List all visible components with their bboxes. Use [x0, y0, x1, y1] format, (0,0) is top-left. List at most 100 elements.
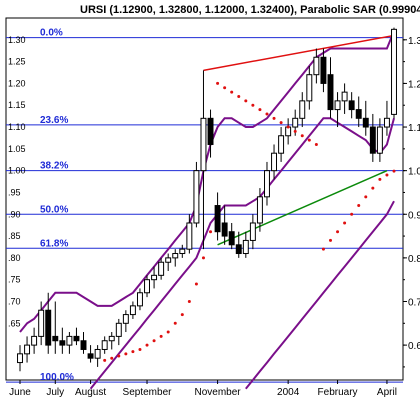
sar-dot: [194, 282, 198, 286]
candle-layer: [17, 27, 397, 372]
sar-dot: [258, 108, 262, 112]
sar-dot: [230, 90, 234, 94]
candle-body: [66, 335, 73, 346]
fib-level-label: 61.8%: [40, 238, 68, 249]
candle-body: [186, 222, 193, 250]
sar-dot: [124, 352, 128, 356]
candle-body: [264, 170, 270, 198]
left-tick-label: 1.10: [8, 122, 26, 132]
fib-level-label: 100.0%: [40, 372, 74, 383]
candle-body: [292, 117, 299, 128]
x-tick-label: November: [195, 387, 242, 398]
candle-body: [17, 353, 23, 364]
candle-body: [235, 244, 242, 255]
x-tick-label: February: [318, 387, 358, 398]
axis-layer: .65 .70 .75 .80 .85 .90 .95 1.00 1.05 1.10 1.15 1.2…: [8, 35, 420, 398]
left-tick-label: .65: [8, 318, 21, 328]
candle-body: [362, 117, 369, 128]
sar-dot: [350, 212, 354, 216]
y-tick-label: 1.2: [408, 79, 420, 90]
candle-body: [172, 253, 179, 259]
sar-dot: [321, 247, 325, 251]
left-tick-label: .95: [8, 187, 21, 197]
plot-frame: [5, 17, 404, 381]
x-tick-label: April: [377, 387, 397, 398]
sar-dot: [251, 103, 255, 107]
sar-dot: [237, 95, 241, 99]
candle-body: [122, 314, 129, 324]
left-tick-label: 1.25: [8, 57, 26, 67]
candle-body: [341, 91, 348, 102]
x-tick-label: July: [46, 387, 64, 398]
x-tick-label: August: [75, 387, 106, 398]
candle-body: [256, 196, 263, 224]
sar-dot: [223, 86, 227, 90]
sar-dot: [364, 195, 368, 199]
candle-body: [376, 126, 383, 154]
y-tick-label: 0.9: [408, 210, 420, 221]
candle-body: [38, 309, 45, 337]
sar-dot: [166, 330, 170, 334]
candle-body: [151, 274, 158, 281]
candle-body: [228, 231, 235, 246]
candle-body: [334, 100, 341, 111]
fib-level-label: 50.0%: [40, 204, 68, 215]
sar-dot: [392, 169, 396, 173]
sar-dot: [343, 221, 347, 225]
sar-dot: [328, 238, 332, 242]
candle-body: [87, 353, 94, 359]
sar-dot: [216, 81, 220, 85]
candle-body: [158, 261, 165, 276]
candle-body: [101, 340, 108, 350]
trendline-red: [203, 34, 395, 72]
candle-body: [80, 340, 87, 350]
sar-dot: [145, 343, 149, 347]
band-line-lower: [245, 200, 395, 390]
sar-dot: [336, 230, 340, 234]
x-tick-label: 2004: [277, 387, 300, 398]
candle-body: [249, 222, 256, 241]
band-layer: [19, 30, 395, 390]
sar-dot: [300, 134, 304, 138]
candle-body: [242, 239, 249, 255]
y-tick-label: 1.0: [408, 167, 420, 178]
sar-dot: [138, 347, 142, 351]
y-tick-label: 1.1: [408, 123, 420, 134]
sar-dot: [110, 356, 114, 360]
left-tick-label: 1.15: [8, 100, 26, 110]
left-tick-label: .85: [8, 231, 21, 241]
sar-dot: [293, 129, 297, 133]
sar-dot: [286, 125, 290, 129]
sar-dot: [131, 350, 135, 354]
sar-dot: [187, 299, 191, 303]
candle-body: [383, 117, 390, 128]
left-tick-label: .90: [8, 209, 21, 219]
candle-body: [94, 348, 101, 359]
x-tick-label: June: [9, 387, 31, 398]
candle-body: [299, 100, 306, 119]
candle-body: [200, 117, 207, 172]
sar-dot: [209, 230, 213, 234]
candle-body: [59, 340, 66, 346]
candle-body: [391, 28, 397, 115]
candle-body: [73, 335, 80, 342]
candle-body: [271, 152, 278, 172]
y-tick-label: 0.8: [408, 254, 420, 265]
candle-body: [31, 335, 38, 346]
left-tick-label: 1.20: [8, 78, 26, 88]
left-tick-label: 1.05: [8, 144, 26, 154]
candle-body: [52, 335, 59, 342]
sar-dot: [272, 116, 276, 120]
band-line-middle: [89, 117, 395, 390]
candle-body: [327, 74, 334, 111]
candle-body: [144, 279, 150, 294]
candle-body: [45, 309, 52, 346]
chart-title: URSI (1.12900, 1.32800, 1.12000, 1.32400…: [80, 4, 420, 16]
sar-dot: [201, 256, 205, 260]
left-tick-label: .75: [8, 275, 21, 285]
sar-dot: [173, 321, 177, 325]
left-tick-label: 1.00: [8, 166, 26, 176]
sar-dot: [307, 138, 311, 142]
